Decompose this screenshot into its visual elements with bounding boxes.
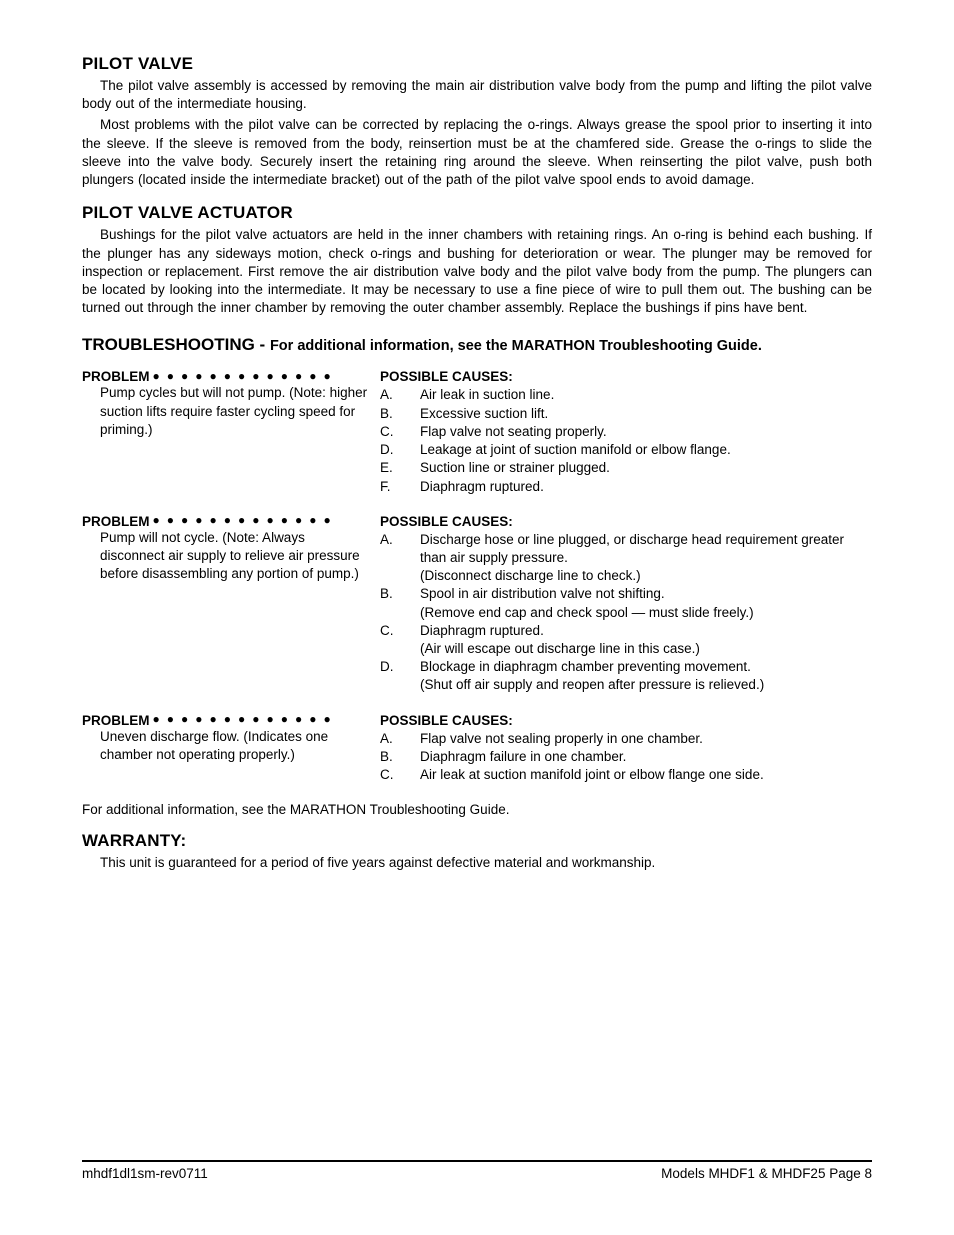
ts-heading-sub: For additional information, see the MARA…: [270, 338, 762, 354]
page-content: PILOT VALVE The pilot valve assembly is …: [0, 0, 954, 873]
cause-letter: B.: [380, 748, 420, 766]
cause-text: Diaphragm failure in one chamber.: [420, 748, 872, 766]
cause-text: Air leak in suction line.: [420, 386, 872, 404]
cause-letter: B.: [380, 405, 420, 423]
pilot-valve-para1: The pilot valve assembly is accessed by …: [82, 77, 872, 113]
problem-column: PROBLEM●●●●●●●●●●●●●Pump cycles but will…: [82, 369, 380, 495]
cause-letter: E.: [380, 459, 420, 477]
problem-description: Pump will not cycle. (Note: Always disco…: [82, 529, 372, 584]
problem-label-line: PROBLEM●●●●●●●●●●●●●: [82, 369, 372, 384]
cause-row: B.Spool in air distribution valve not sh…: [380, 585, 872, 621]
problem-label-line: PROBLEM●●●●●●●●●●●●●: [82, 713, 372, 728]
problem-label: PROBLEM: [82, 713, 150, 728]
causes-label: POSSIBLE CAUSES:: [380, 369, 872, 384]
cause-letter: D.: [380, 658, 420, 694]
cause-row: A.Flap valve not sealing properly in one…: [380, 730, 872, 748]
cause-text: Diaphragm ruptured.(Air will escape out …: [420, 622, 872, 658]
troubleshooting-block: PROBLEM●●●●●●●●●●●●●Pump will not cycle.…: [82, 514, 872, 695]
cause-letter: F.: [380, 478, 420, 496]
cause-letter: A.: [380, 730, 420, 748]
troubleshooting-block: PROBLEM●●●●●●●●●●●●●Pump cycles but will…: [82, 369, 872, 495]
troubleshooting-container: PROBLEM●●●●●●●●●●●●●Pump cycles but will…: [82, 369, 872, 784]
ts-heading-main: TROUBLESHOOTING -: [82, 335, 270, 354]
warranty-body: This unit is guaranteed for a period of …: [82, 854, 872, 872]
cause-text: Flap valve not seating properly.: [420, 423, 872, 441]
problem-label: PROBLEM: [82, 369, 150, 384]
causes-label: POSSIBLE CAUSES:: [380, 514, 872, 529]
cause-letter: C.: [380, 766, 420, 784]
page-footer: mhdf1dl1sm-rev0711 Models MHDF1 & MHDF25…: [82, 1160, 872, 1181]
cause-text: Spool in air distribution valve not shif…: [420, 585, 872, 621]
problem-description: Pump cycles but will not pump. (Note: hi…: [82, 384, 372, 439]
cause-row: B.Excessive suction lift.: [380, 405, 872, 423]
troubleshooting-footnote: For additional information, see the MARA…: [82, 802, 872, 817]
cause-letter: D.: [380, 441, 420, 459]
cause-row: B.Diaphragm failure in one chamber.: [380, 748, 872, 766]
problem-column: PROBLEM●●●●●●●●●●●●●Pump will not cycle.…: [82, 514, 380, 695]
causes-label: POSSIBLE CAUSES:: [380, 713, 872, 728]
problem-label: PROBLEM: [82, 514, 150, 529]
cause-letter: A.: [380, 531, 420, 586]
cause-row: D.Blockage in diaphragm chamber preventi…: [380, 658, 872, 694]
causes-column: POSSIBLE CAUSES: A.Discharge hose or line…: [380, 514, 872, 695]
problem-column: PROBLEM●●●●●●●●●●●●●Uneven discharge flo…: [82, 713, 380, 785]
cause-row: F.Diaphragm ruptured.: [380, 478, 872, 496]
dot-leader: ●●●●●●●●●●●●●: [150, 712, 373, 726]
cause-text: Discharge hose or line plugged, or disch…: [420, 531, 872, 586]
cause-letter: C.: [380, 622, 420, 658]
footer-left: mhdf1dl1sm-rev0711: [82, 1166, 208, 1181]
cause-letter: B.: [380, 585, 420, 621]
cause-text: Leakage at joint of suction manifold or …: [420, 441, 872, 459]
problem-description: Uneven discharge flow. (Indicates one ch…: [82, 728, 372, 764]
cause-text: Suction line or strainer plugged.: [420, 459, 872, 477]
cause-letter: A.: [380, 386, 420, 404]
pilot-valve-para2: Most problems with the pilot valve can b…: [82, 116, 872, 189]
causes-column: POSSIBLE CAUSES: A.Air leak in suction li…: [380, 369, 872, 495]
cause-letter: C.: [380, 423, 420, 441]
cause-row: E.Suction line or strainer plugged.: [380, 459, 872, 477]
cause-text: Excessive suction lift.: [420, 405, 872, 423]
heading-warranty: WARRANTY:: [82, 831, 872, 851]
cause-text: Flap valve not sealing properly in one c…: [420, 730, 872, 748]
heading-pilot-valve: PILOT VALVE: [82, 54, 872, 74]
cause-row: C.Diaphragm ruptured.(Air will escape ou…: [380, 622, 872, 658]
heading-troubleshooting: TROUBLESHOOTING - For additional informa…: [82, 335, 872, 355]
cause-row: A.Discharge hose or line plugged, or dis…: [380, 531, 872, 586]
cause-text: Blockage in diaphragm chamber preventing…: [420, 658, 872, 694]
heading-pilot-valve-actuator: PILOT VALVE ACTUATOR: [82, 203, 872, 223]
causes-column: POSSIBLE CAUSES: A.Flap valve not sealing…: [380, 713, 872, 785]
cause-text: Diaphragm ruptured.: [420, 478, 872, 496]
troubleshooting-block: PROBLEM●●●●●●●●●●●●●Uneven discharge flo…: [82, 713, 872, 785]
pilot-valve-actuator-para1: Bushings for the pilot valve actuators a…: [82, 226, 872, 317]
footer-right: Models MHDF1 & MHDF25 Page 8: [661, 1166, 872, 1181]
cause-row: D.Leakage at joint of suction manifold o…: [380, 441, 872, 459]
dot-leader: ●●●●●●●●●●●●●: [150, 513, 373, 527]
cause-row: A.Air leak in suction line.: [380, 386, 872, 404]
cause-row: C.Flap valve not seating properly.: [380, 423, 872, 441]
problem-label-line: PROBLEM●●●●●●●●●●●●●: [82, 514, 372, 529]
cause-row: C.Air leak at suction manifold joint or …: [380, 766, 872, 784]
dot-leader: ●●●●●●●●●●●●●: [150, 369, 373, 383]
cause-text: Air leak at suction manifold joint or el…: [420, 766, 872, 784]
